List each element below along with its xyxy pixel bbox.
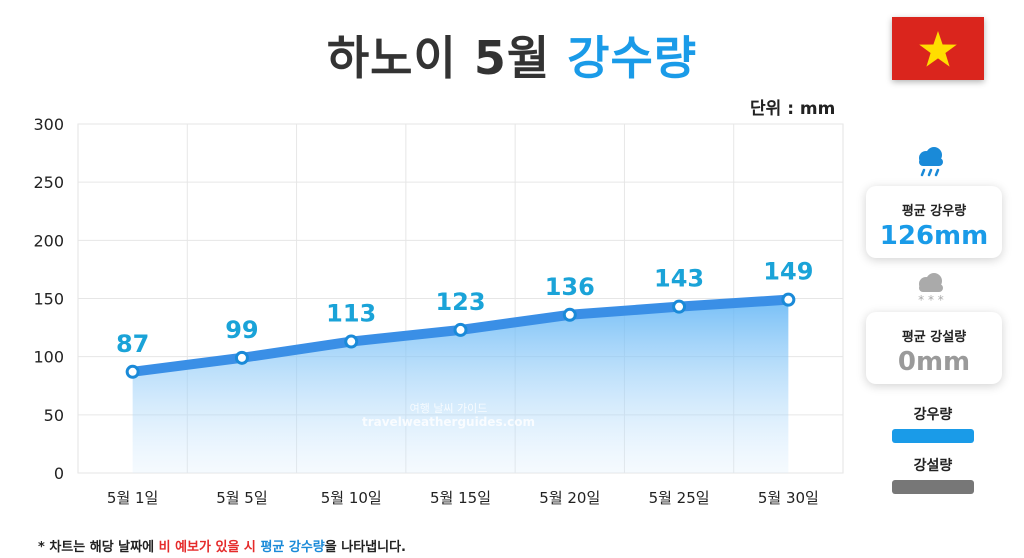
legend-snow-swatch (892, 480, 974, 494)
watermark-line1: 여행 날씨 가이드 (410, 402, 488, 415)
data-label: 113 (326, 300, 376, 328)
watermark-line2: travelweatherguides.com (362, 415, 535, 429)
legend-snow-label: 강설량 (913, 458, 953, 474)
x-tick-label: 5월 10일 (321, 489, 382, 507)
y-tick-label: 150 (33, 290, 64, 309)
x-tick-label: 5월 30일 (758, 489, 819, 507)
data-label: 87 (116, 330, 149, 358)
data-point (781, 292, 796, 307)
avg-rainfall-value: 126mm (879, 221, 989, 251)
y-tick-label: 300 (33, 115, 64, 134)
rain-cloud-icon (914, 146, 948, 182)
legend-rain-label: 강우량 (913, 407, 953, 423)
data-label: 123 (435, 288, 485, 316)
rainfall-area (132, 299, 789, 473)
data-point (344, 334, 359, 349)
title-accent: 강수량 (567, 31, 698, 85)
footnote-red: 비 예보가 있을 시 (158, 540, 256, 555)
y-tick-label: 250 (33, 173, 64, 192)
avg-rainfall-card: 평균 강우량 126mm (866, 186, 1002, 258)
footnote-blue: 평균 강수량 (260, 540, 325, 555)
x-tick-label: 5월 20일 (539, 489, 600, 507)
data-label: 99 (225, 316, 258, 344)
legend-rain-swatch (892, 429, 974, 443)
svg-text:* * *: * * * (918, 293, 944, 306)
x-tick-label: 5월 25일 (649, 489, 710, 507)
avg-snowfall-label: 평균 강설량 (901, 330, 967, 345)
data-point (125, 364, 140, 379)
data-label: 136 (545, 273, 595, 301)
vietnam-flag-icon (892, 17, 984, 80)
x-tick-label: 5월 1일 (107, 489, 158, 507)
data-point (562, 307, 577, 322)
y-tick-label: 0 (54, 464, 64, 483)
x-tick-label: 5월 5일 (216, 489, 267, 507)
rainfall-chart: 0 50 100 150 200 250 300 5월 1일 5월 5일 5월 10일 5월 15일… (33, 115, 844, 507)
footnote-prefix: * 차트는 해당 날짜에 (38, 540, 159, 555)
footnote-suffix: 을 나타냅니다. (324, 540, 406, 555)
avg-snowfall-card: 평균 강설량 0mm (866, 312, 1002, 384)
y-tick-label: 200 (33, 231, 64, 250)
chart-title: 하노이 5월 강수량 (0, 22, 1024, 88)
y-tick-label: 50 (44, 406, 64, 425)
avg-snowfall-value: 0mm (897, 347, 971, 377)
data-label: 143 (654, 265, 704, 293)
x-tick-label: 5월 15일 (430, 489, 491, 507)
data-point (672, 299, 687, 314)
title-main: 하노이 5월 (326, 31, 551, 85)
footnote: * 차트는 해당 날짜에 비 예보가 있을 시 평균 강수량을 나타냅니다. (38, 536, 406, 555)
avg-rainfall-label: 평균 강우량 (901, 204, 967, 219)
data-label: 149 (763, 258, 813, 286)
unit-label: 단위 : mm (750, 99, 836, 119)
snow-cloud-icon: * * * (914, 272, 948, 310)
y-tick-label: 100 (33, 348, 64, 367)
data-point (453, 322, 468, 337)
data-point (234, 350, 249, 365)
